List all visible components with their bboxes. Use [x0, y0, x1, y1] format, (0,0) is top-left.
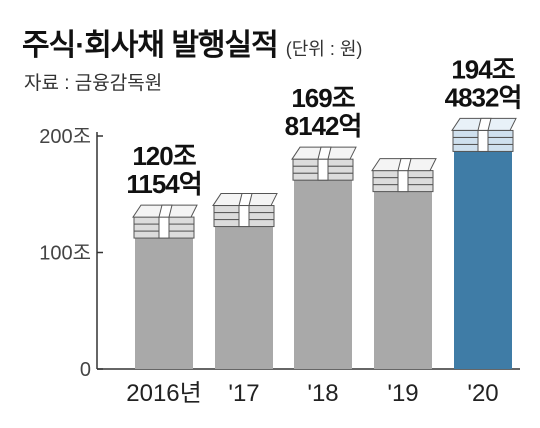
- x-tick-label: '18: [307, 380, 338, 407]
- y-tick-label: 100조: [39, 243, 91, 265]
- unit-label: (단위 : 원): [285, 39, 363, 59]
- money-bundle-icon: [291, 146, 357, 181]
- value-label-eok: 4832억: [445, 82, 522, 112]
- x-tick-label: 2016년: [126, 380, 201, 407]
- bar-group: [212, 193, 278, 369]
- bar-group: [451, 117, 517, 369]
- bar: [135, 229, 193, 369]
- x-tick-label: '17: [228, 380, 259, 407]
- money-bundle-icon: [371, 158, 437, 193]
- value-label-jo: 194조: [451, 54, 515, 84]
- bar: [454, 142, 512, 369]
- x-tick-label: '19: [387, 380, 418, 407]
- value-label-eok: 8142억: [285, 111, 362, 141]
- source-note: 자료 : 금융감독원: [24, 73, 163, 94]
- value-label-jo: 169조: [291, 83, 355, 113]
- money-bundle-icon: [132, 204, 198, 239]
- money-bundle-icon: [451, 117, 517, 152]
- value-label-jo: 120조: [132, 141, 196, 171]
- y-tick-label: 200조: [39, 126, 91, 148]
- chart-title: 주식·회사채 발행실적: [22, 29, 279, 62]
- x-tick-label: '20: [467, 380, 498, 407]
- bar: [374, 182, 432, 369]
- bar-group: [291, 146, 357, 369]
- bar-group: [132, 204, 198, 369]
- value-label-eok: 1154억: [126, 169, 201, 199]
- y-tick-label: 0: [80, 359, 91, 381]
- bar-group: [371, 158, 437, 369]
- title-block: 주식·회사채 발행실적 (단위 : 원): [22, 20, 362, 64]
- money-bundle-icon: [212, 193, 278, 228]
- bar: [215, 217, 273, 369]
- bar: [294, 171, 352, 369]
